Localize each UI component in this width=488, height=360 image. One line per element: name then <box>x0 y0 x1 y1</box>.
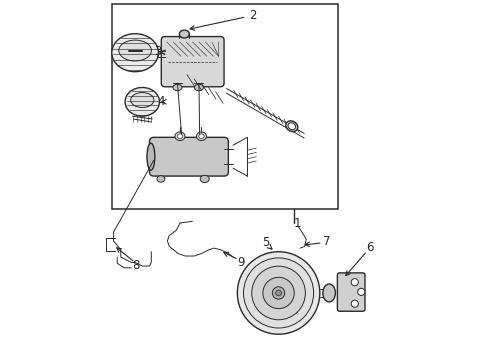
Circle shape <box>350 300 358 307</box>
Circle shape <box>350 279 358 286</box>
Ellipse shape <box>130 93 154 108</box>
Circle shape <box>243 258 313 328</box>
Ellipse shape <box>175 132 184 140</box>
Bar <box>112 4 337 209</box>
Text: 2: 2 <box>248 9 256 22</box>
Text: 9: 9 <box>236 256 244 269</box>
Circle shape <box>357 288 364 296</box>
Text: 5: 5 <box>262 236 269 249</box>
Text: 3: 3 <box>154 45 161 58</box>
Ellipse shape <box>112 34 158 72</box>
Ellipse shape <box>287 123 295 130</box>
Circle shape <box>237 252 319 334</box>
Ellipse shape <box>157 176 164 182</box>
Ellipse shape <box>194 84 203 91</box>
Ellipse shape <box>125 87 159 116</box>
Ellipse shape <box>147 143 155 170</box>
Ellipse shape <box>322 284 335 302</box>
Text: 6: 6 <box>365 240 373 253</box>
Text: 7: 7 <box>322 235 329 248</box>
Text: 4: 4 <box>157 95 165 108</box>
Ellipse shape <box>179 30 189 38</box>
Circle shape <box>251 266 305 320</box>
Ellipse shape <box>198 134 203 139</box>
FancyBboxPatch shape <box>161 37 224 87</box>
Ellipse shape <box>173 84 182 91</box>
Circle shape <box>263 277 294 309</box>
Circle shape <box>272 287 284 299</box>
Ellipse shape <box>285 121 297 131</box>
Text: 8: 8 <box>132 259 140 272</box>
Ellipse shape <box>196 132 206 140</box>
Ellipse shape <box>200 175 209 183</box>
Ellipse shape <box>119 40 151 61</box>
Circle shape <box>275 290 281 296</box>
Ellipse shape <box>177 134 182 139</box>
Text: 1: 1 <box>293 217 301 230</box>
FancyBboxPatch shape <box>337 273 364 311</box>
FancyBboxPatch shape <box>149 137 228 176</box>
